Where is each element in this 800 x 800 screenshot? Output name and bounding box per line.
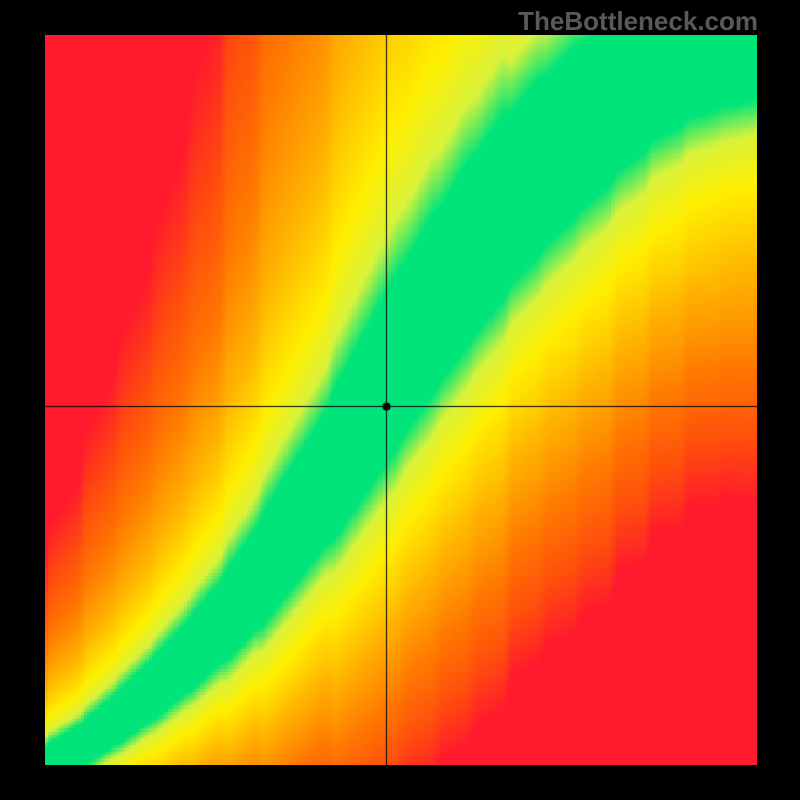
chart-frame: TheBottleneck.com (0, 0, 800, 800)
watermark-text: TheBottleneck.com (518, 6, 758, 37)
crosshair-overlay (45, 35, 757, 765)
